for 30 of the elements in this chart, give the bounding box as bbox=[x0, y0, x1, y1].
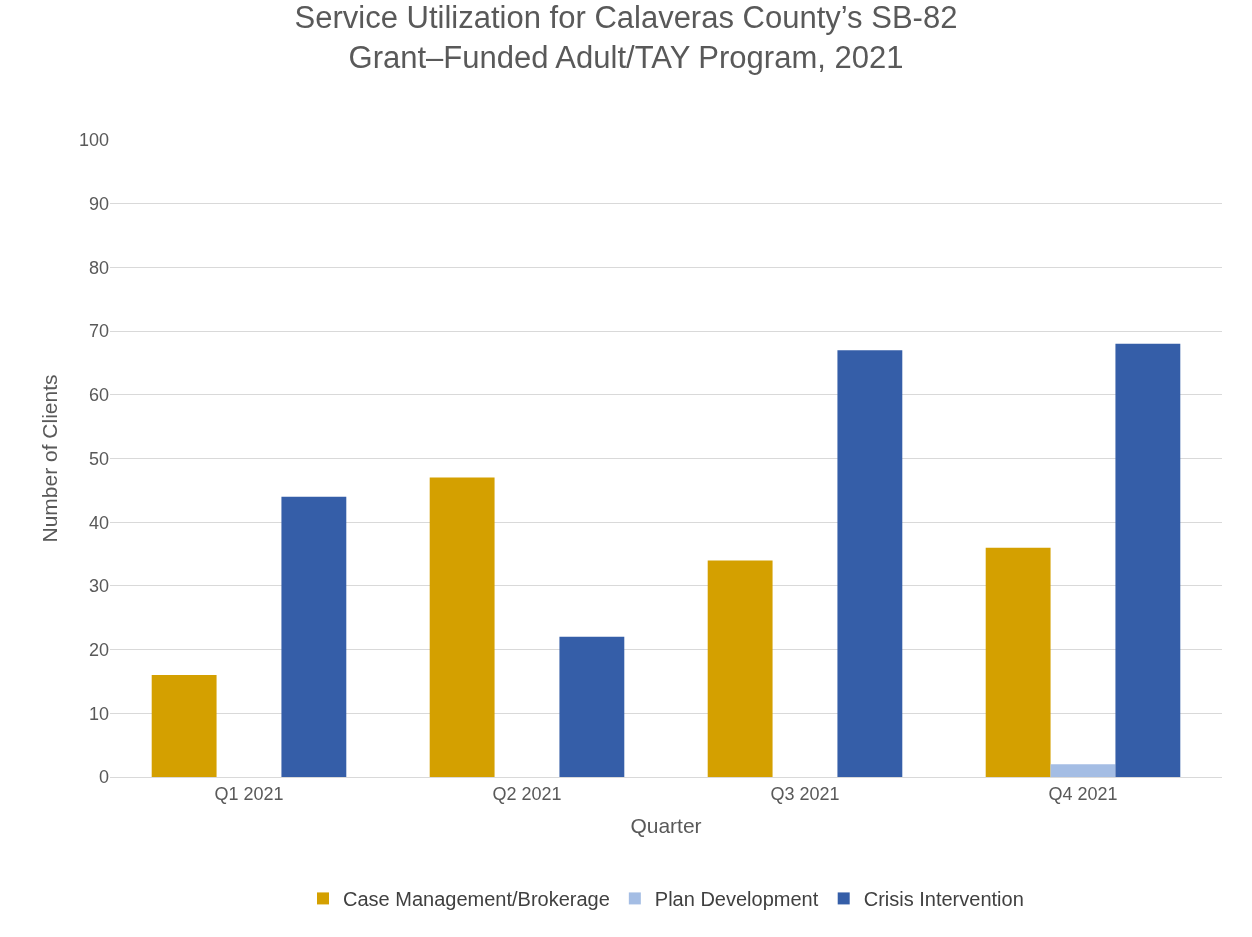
legend-label: Case Management/Brokerage bbox=[343, 888, 610, 911]
y-axis-title: Number of Clients bbox=[38, 374, 62, 543]
bar bbox=[281, 496, 347, 777]
y-tick-label: 40 bbox=[88, 512, 109, 533]
y-tick-label: 60 bbox=[88, 385, 109, 406]
bar bbox=[1115, 343, 1181, 777]
x-tick-label: Q4 2021 bbox=[1048, 783, 1118, 804]
y-tick-label: 0 bbox=[98, 767, 109, 788]
legend-label: Plan Development bbox=[654, 888, 819, 911]
chart-title: Service Utilization for Calaveras County’s SB-82 Grant–Funded Adult/TAY Program, 2021 bbox=[294, 0, 958, 76]
bar bbox=[151, 675, 217, 777]
x-tick-label: Q3 2021 bbox=[770, 783, 840, 804]
y-tick-label: 50 bbox=[88, 448, 109, 469]
legend-label: Crisis Intervention bbox=[863, 888, 1024, 911]
y-tick-label: 20 bbox=[88, 639, 109, 660]
bar bbox=[985, 547, 1051, 777]
bar bbox=[1050, 764, 1116, 777]
y-tick-label: 100 bbox=[78, 130, 109, 151]
bar bbox=[837, 350, 903, 777]
x-tick-label: Q2 2021 bbox=[492, 783, 562, 804]
bar bbox=[707, 560, 773, 777]
y-tick-label: 90 bbox=[88, 194, 109, 214]
y-tick-label: 30 bbox=[88, 576, 109, 597]
x-tick-label: Q1 2021 bbox=[214, 783, 284, 804]
y-tick-label: 10 bbox=[88, 703, 109, 724]
bar bbox=[429, 477, 495, 777]
x-axis-title: Quarter bbox=[630, 813, 702, 837]
bar bbox=[559, 636, 625, 777]
y-tick-label: 70 bbox=[88, 321, 109, 342]
y-tick-label: 80 bbox=[88, 257, 109, 278]
